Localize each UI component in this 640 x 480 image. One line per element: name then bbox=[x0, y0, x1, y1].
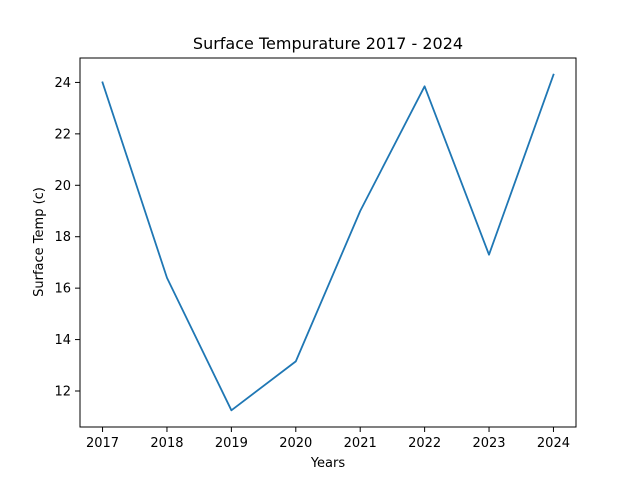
y-tick-label: 24 bbox=[54, 76, 71, 91]
y-tick-label: 16 bbox=[54, 282, 71, 297]
y-tick-label: 12 bbox=[54, 385, 71, 400]
y-tick-label: 20 bbox=[54, 179, 71, 194]
y-tick-label: 22 bbox=[54, 127, 71, 142]
x-tick-label: 2018 bbox=[150, 436, 183, 451]
x-axis: 2017 2018 2019 2020 2021 2022 2023 2024 bbox=[86, 427, 570, 451]
y-tick-label: 14 bbox=[54, 333, 71, 348]
chart-title: Surface Tempurature 2017 - 2024 bbox=[193, 34, 463, 53]
x-tick-label: 2021 bbox=[344, 436, 377, 451]
y-axis-label: Surface Temp (c) bbox=[32, 187, 47, 297]
x-tick-label: 2023 bbox=[472, 436, 505, 451]
x-tick-label: 2017 bbox=[86, 436, 119, 451]
series-line bbox=[101, 73, 555, 412]
x-tick-label: 2019 bbox=[215, 436, 248, 451]
x-tick-label: 2024 bbox=[537, 436, 570, 451]
x-tick-label: 2022 bbox=[408, 436, 441, 451]
x-axis-label: Years bbox=[310, 456, 346, 471]
y-tick-label: 18 bbox=[54, 230, 71, 245]
x-tick-label: 2020 bbox=[279, 436, 312, 451]
y-axis: 12 14 16 18 20 22 24 bbox=[54, 76, 80, 400]
axes-frame bbox=[79, 57, 577, 428]
